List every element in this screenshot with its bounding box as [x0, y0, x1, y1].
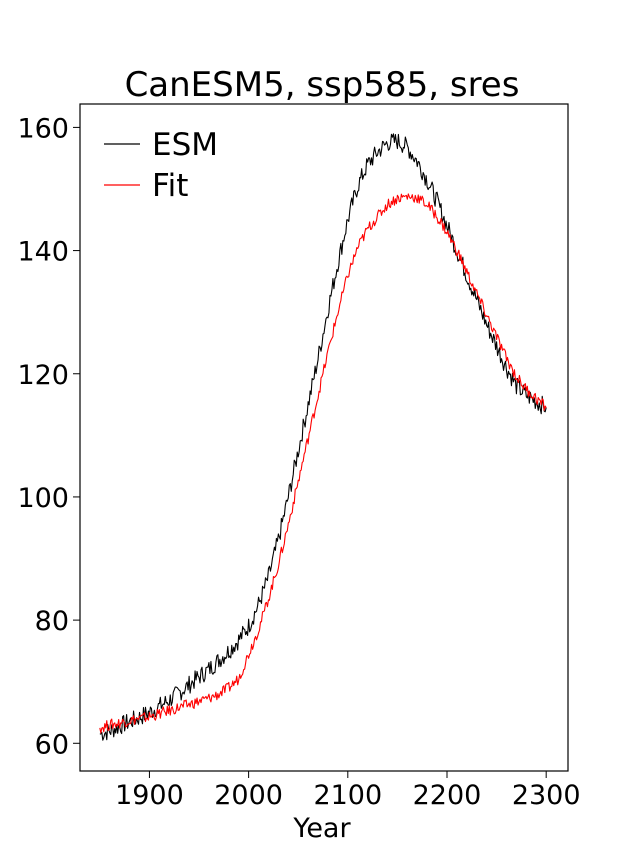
x-tick-label: 2300	[512, 780, 581, 811]
x-tick-label: 2000	[214, 780, 283, 811]
plot-area	[99, 133, 547, 741]
y-tick-label: 120	[17, 360, 69, 391]
legend-label-fit: Fit	[152, 168, 188, 204]
chart-title: CanESM5, ssp585, sres	[125, 65, 520, 105]
y-axis: 60 80 100 120 140 160	[17, 113, 80, 760]
x-axis: 1900 2000 2100 2200 2300	[115, 771, 581, 811]
legend: ESM Fit	[104, 127, 218, 204]
y-tick-label: 160	[17, 113, 69, 144]
y-tick-label: 60	[35, 729, 69, 760]
series-line-fit	[99, 193, 547, 734]
x-axis-label: Year	[292, 813, 351, 844]
x-tick-label: 2200	[413, 780, 482, 811]
legend-label-esm: ESM	[152, 127, 218, 163]
y-tick-label: 100	[17, 483, 69, 514]
y-tick-label: 140	[17, 237, 69, 268]
y-tick-label: 80	[35, 606, 69, 637]
series-line-esm	[99, 133, 547, 741]
x-tick-label: 2100	[313, 780, 382, 811]
axes-frame	[79, 103, 569, 772]
x-tick-label: 1900	[115, 780, 184, 811]
